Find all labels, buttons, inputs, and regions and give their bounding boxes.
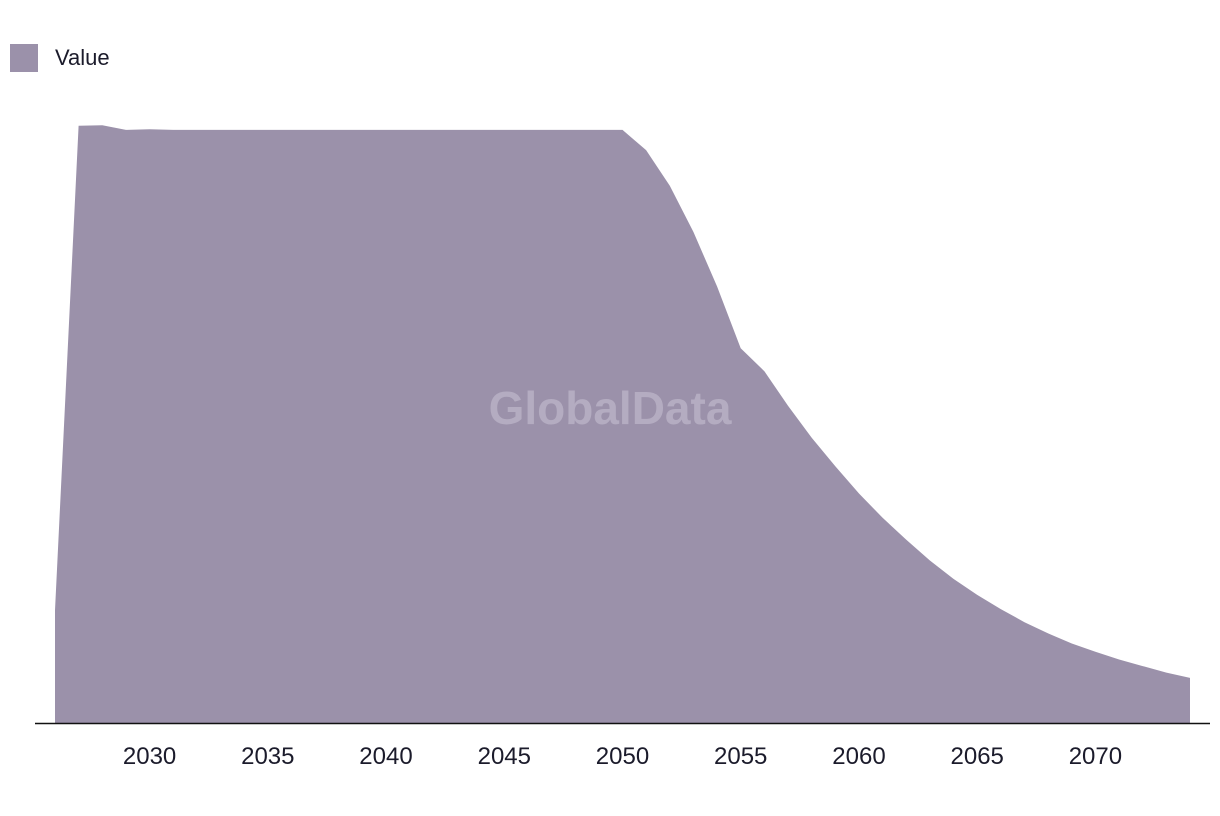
legend-swatch bbox=[10, 44, 38, 72]
x-tick-label: 2050 bbox=[596, 743, 649, 770]
plot-area bbox=[55, 125, 1190, 723]
chart-legend: Value bbox=[10, 44, 110, 72]
area-series-0 bbox=[55, 125, 1190, 723]
x-tick-label: 2045 bbox=[478, 743, 531, 770]
x-tick-label: 2030 bbox=[123, 743, 176, 770]
watermark-text: GlobalData bbox=[489, 382, 732, 434]
watermark-layer: GlobalData bbox=[489, 382, 732, 434]
x-tick-label: 2040 bbox=[359, 743, 412, 770]
x-tick-label: 2065 bbox=[951, 743, 1004, 770]
x-axis-ticks: 2030 2035 2040 2045 2050 2055 2060 2065 2070 bbox=[123, 743, 1122, 770]
x-tick-label: 2055 bbox=[714, 743, 767, 770]
legend-label: Value bbox=[55, 45, 110, 70]
x-tick-label: 2035 bbox=[241, 743, 294, 770]
x-tick-label: 2060 bbox=[832, 743, 885, 770]
x-tick-label: 2070 bbox=[1069, 743, 1122, 770]
